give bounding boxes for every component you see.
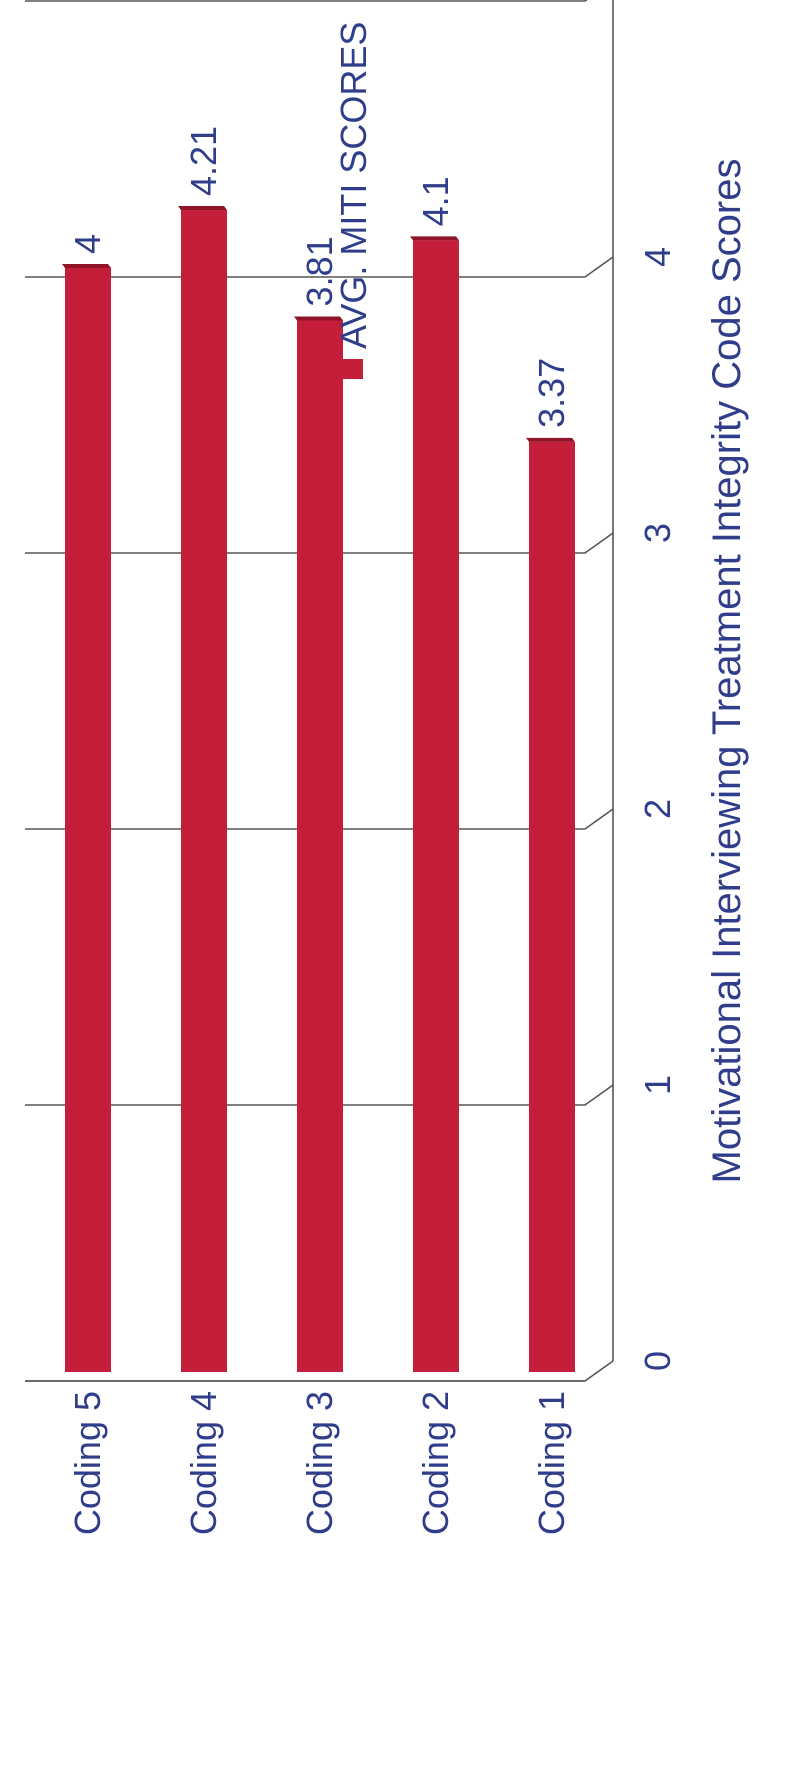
bars — [62, 206, 575, 1372]
bar-coding-3 — [297, 320, 343, 1372]
tick-label: 4 — [637, 247, 678, 267]
bar-cap — [294, 316, 343, 321]
tick-labels: 012345 — [637, 247, 678, 1371]
tick-label: 1 — [637, 1075, 678, 1095]
data-label: 3.37 — [531, 358, 572, 428]
tick-label: 3 — [637, 523, 678, 543]
x-axis-title: Motivational Interviewing Treatment Inte… — [705, 159, 749, 1184]
legend-label: AVG. MITI SCORES — [333, 22, 374, 349]
data-labels: 4 4.21 3.81 4.1 3.37 — [67, 126, 572, 428]
data-label: 4.21 — [183, 126, 224, 196]
tick-label: 0 — [637, 1351, 678, 1371]
category-label: Coding 2 — [415, 1391, 456, 1535]
bar-coding-5 — [65, 268, 111, 1372]
data-label: 4.1 — [415, 176, 456, 226]
bar-coding-1 — [529, 441, 575, 1372]
bar-coding-2 — [413, 240, 459, 1372]
data-label: 4 — [67, 234, 108, 254]
bar-cap — [526, 437, 575, 442]
bar-cap — [178, 206, 227, 211]
category-label: Coding 5 — [67, 1391, 108, 1535]
bar-coding-4 — [181, 210, 227, 1372]
tick-label: 2 — [637, 799, 678, 819]
legend: AVG. MITI SCORES — [333, 22, 374, 379]
category-labels: Coding 5 Coding 4 Coding 3 Coding 2 Coding 1 — [67, 1391, 572, 1535]
category-label: Coding 3 — [299, 1391, 340, 1535]
legend-swatch — [343, 359, 363, 379]
gridline — [25, 0, 614, 2]
category-label: Coding 1 — [531, 1391, 572, 1535]
data-label: 3.81 — [299, 236, 340, 306]
bar-cap — [410, 236, 459, 241]
category-label: Coding 4 — [183, 1391, 224, 1535]
bar-cap — [62, 264, 111, 268]
